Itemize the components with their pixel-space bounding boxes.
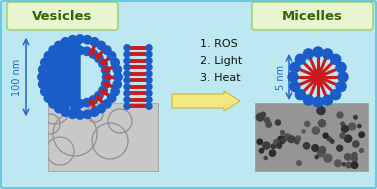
Circle shape bbox=[49, 46, 57, 54]
Bar bbox=[255, 103, 368, 171]
Circle shape bbox=[96, 95, 101, 100]
Circle shape bbox=[113, 80, 121, 89]
Circle shape bbox=[353, 141, 359, 147]
Circle shape bbox=[69, 47, 77, 56]
Circle shape bbox=[109, 94, 114, 99]
Circle shape bbox=[277, 143, 282, 148]
Circle shape bbox=[354, 115, 357, 119]
Circle shape bbox=[295, 90, 305, 100]
Circle shape bbox=[103, 73, 111, 81]
Circle shape bbox=[296, 136, 300, 141]
Circle shape bbox=[330, 139, 334, 143]
Circle shape bbox=[95, 54, 103, 62]
Circle shape bbox=[76, 46, 84, 55]
Circle shape bbox=[102, 47, 107, 52]
Bar bbox=[48, 103, 158, 171]
Circle shape bbox=[124, 58, 130, 64]
Circle shape bbox=[315, 156, 318, 159]
Circle shape bbox=[107, 52, 116, 60]
Circle shape bbox=[352, 153, 357, 158]
Circle shape bbox=[101, 89, 106, 94]
Text: 100 nm: 100 nm bbox=[12, 58, 22, 96]
Circle shape bbox=[107, 94, 116, 102]
Circle shape bbox=[76, 99, 84, 108]
Circle shape bbox=[297, 161, 301, 165]
Circle shape bbox=[358, 124, 361, 128]
Circle shape bbox=[68, 36, 77, 44]
Circle shape bbox=[317, 149, 325, 157]
Circle shape bbox=[263, 142, 270, 149]
Circle shape bbox=[49, 73, 58, 81]
Circle shape bbox=[49, 100, 57, 108]
Circle shape bbox=[90, 108, 99, 116]
Circle shape bbox=[113, 64, 118, 69]
Circle shape bbox=[115, 74, 120, 80]
Text: 1. ROS
2. Light
3. Heat: 1. ROS 2. Light 3. Heat bbox=[200, 39, 242, 83]
Circle shape bbox=[146, 45, 152, 51]
Circle shape bbox=[259, 149, 264, 153]
Circle shape bbox=[124, 103, 130, 109]
Circle shape bbox=[324, 154, 332, 162]
Circle shape bbox=[83, 47, 91, 56]
Polygon shape bbox=[42, 39, 80, 115]
Circle shape bbox=[345, 135, 352, 142]
Circle shape bbox=[327, 137, 331, 141]
Circle shape bbox=[305, 121, 310, 126]
Circle shape bbox=[264, 156, 267, 160]
Circle shape bbox=[97, 104, 105, 113]
Circle shape bbox=[320, 108, 324, 112]
Circle shape bbox=[280, 131, 285, 134]
Circle shape bbox=[53, 86, 61, 94]
Circle shape bbox=[342, 163, 345, 166]
Circle shape bbox=[93, 41, 98, 46]
Circle shape bbox=[89, 96, 98, 104]
Circle shape bbox=[351, 162, 358, 168]
Circle shape bbox=[41, 58, 49, 67]
Circle shape bbox=[89, 50, 94, 54]
Circle shape bbox=[63, 96, 71, 104]
Circle shape bbox=[340, 133, 345, 138]
FancyBboxPatch shape bbox=[7, 2, 118, 30]
Circle shape bbox=[95, 92, 103, 100]
Circle shape bbox=[124, 84, 130, 90]
Circle shape bbox=[93, 108, 98, 113]
Circle shape bbox=[323, 133, 328, 138]
Circle shape bbox=[38, 80, 47, 89]
Circle shape bbox=[124, 90, 130, 96]
Circle shape bbox=[323, 95, 333, 105]
Circle shape bbox=[53, 60, 61, 68]
Circle shape bbox=[266, 122, 271, 127]
Circle shape bbox=[295, 140, 299, 144]
Circle shape bbox=[63, 50, 71, 58]
Circle shape bbox=[109, 55, 114, 60]
Circle shape bbox=[345, 154, 351, 160]
Circle shape bbox=[38, 65, 47, 74]
Circle shape bbox=[124, 97, 130, 103]
Circle shape bbox=[50, 66, 58, 74]
Circle shape bbox=[146, 64, 152, 70]
FancyArrow shape bbox=[172, 91, 240, 111]
Circle shape bbox=[111, 58, 119, 67]
Circle shape bbox=[271, 144, 276, 149]
Circle shape bbox=[102, 102, 107, 107]
Circle shape bbox=[319, 146, 326, 153]
Circle shape bbox=[337, 112, 343, 118]
Circle shape bbox=[311, 70, 325, 84]
Circle shape bbox=[290, 82, 300, 91]
Text: Vesicles: Vesicles bbox=[32, 9, 92, 22]
Circle shape bbox=[76, 35, 84, 43]
Circle shape bbox=[38, 73, 46, 81]
Text: 5 nm: 5 nm bbox=[276, 64, 286, 90]
Circle shape bbox=[57, 54, 65, 62]
Circle shape bbox=[359, 149, 363, 153]
Circle shape bbox=[124, 45, 130, 51]
Circle shape bbox=[97, 41, 105, 50]
Circle shape bbox=[352, 156, 357, 162]
Circle shape bbox=[105, 74, 110, 80]
Circle shape bbox=[313, 97, 323, 107]
Circle shape bbox=[336, 62, 346, 72]
Circle shape bbox=[256, 113, 264, 121]
Circle shape bbox=[104, 67, 109, 72]
Circle shape bbox=[146, 58, 152, 64]
